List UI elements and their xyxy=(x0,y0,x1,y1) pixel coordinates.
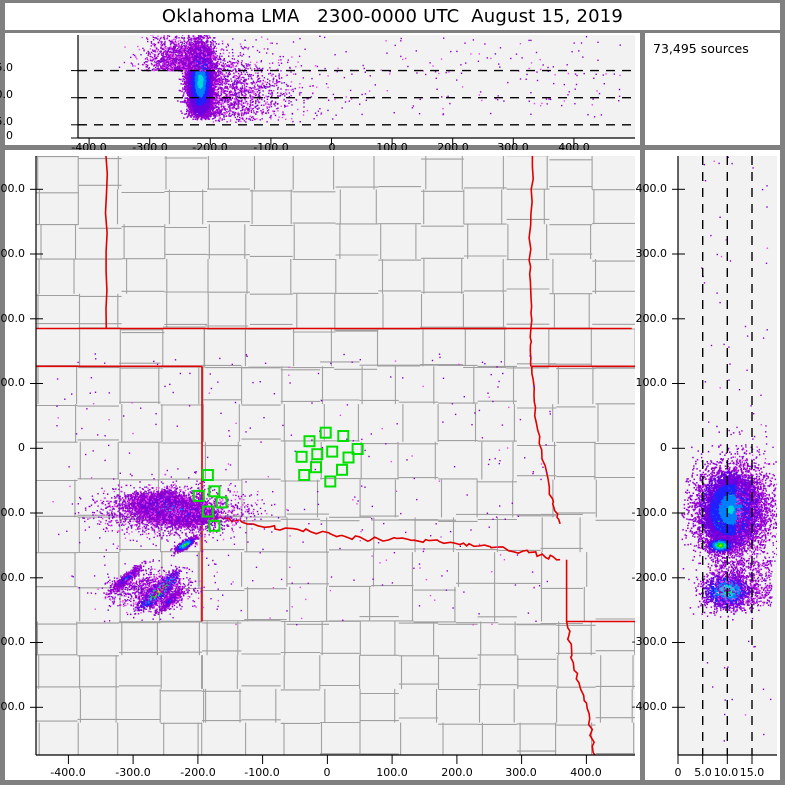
map-xtick--300: -300.0 xyxy=(103,766,163,779)
altitude-north-south-panel: 400.0 300.0 200.0 100.0 0 -100.0 -200.0 … xyxy=(632,150,780,780)
x-axis-ticks xyxy=(67,755,587,764)
horizontal-gridlines xyxy=(78,69,635,126)
top-xtick-0: 0 xyxy=(302,141,362,154)
lma-station-marker[interactable] xyxy=(336,463,348,476)
lma-station-marker[interactable] xyxy=(351,443,364,455)
right-ytick-300: 300.0 xyxy=(609,247,668,260)
map-ytick--100: -100.0 xyxy=(0,506,25,519)
lma-station-marker[interactable] xyxy=(298,469,311,481)
right-xtick-10: 10.0 xyxy=(710,766,742,779)
y-axis-ticks xyxy=(672,188,685,708)
map-ytick--300: -300.0 xyxy=(0,635,25,648)
lma-station-marker[interactable] xyxy=(215,496,228,509)
map-xtick--100: -100.0 xyxy=(232,766,292,779)
right-ytick-100: 100.0 xyxy=(609,376,668,389)
y-axis-ticks xyxy=(71,70,85,139)
map-xtick-0: 0 xyxy=(297,766,357,779)
plot-background xyxy=(678,156,777,755)
top-ytick-15: 15.0 xyxy=(0,61,13,74)
source-scatter xyxy=(681,156,777,742)
status-badge: 73,495 sources xyxy=(653,41,749,56)
right-ytick--200: -200.0 xyxy=(609,571,667,584)
lma-station-markers[interactable] xyxy=(192,426,364,532)
map-xtick--200: -200.0 xyxy=(168,766,228,779)
title-bar: Oklahoma LMA 2300-0000 UTC August 15, 20… xyxy=(5,3,780,30)
map-xtick-400: 400.0 xyxy=(556,766,616,779)
top-ytick-5: 5.0 xyxy=(0,115,13,128)
lma-station-marker[interactable] xyxy=(319,426,332,439)
map-ytick-300: 300.0 xyxy=(0,247,25,260)
source-scatter xyxy=(118,35,621,123)
right-xtick-0: 0 xyxy=(663,766,693,779)
map-ytick--400: -400.0 xyxy=(0,700,25,713)
map-background xyxy=(36,156,635,755)
lma-station-marker[interactable] xyxy=(324,475,337,488)
map-ytick-100: 100.0 xyxy=(0,376,25,389)
altitude-east-west-panel: 15.0 10.0 5.0 0 xyxy=(0,33,640,145)
right-ytick-400: 400.0 xyxy=(609,182,668,195)
plan-view-map-panel: 400.0 300.0 200.0 100.0 0 -100.0 -200.0 … xyxy=(0,150,640,780)
right-ytick--300: -300.0 xyxy=(609,635,667,648)
map-xtick-100: 100.0 xyxy=(362,766,422,779)
county-borders xyxy=(36,156,635,755)
right-ytick--100: -100.0 xyxy=(609,506,667,519)
page-title: Oklahoma LMA 2300-0000 UTC August 15, 20… xyxy=(162,6,623,27)
map-ytick-200: 200.0 xyxy=(0,312,25,325)
lma-station-marker[interactable] xyxy=(303,435,316,448)
map-ytick-0: 0 xyxy=(0,441,25,454)
right-ytick--400: -400.0 xyxy=(609,700,667,713)
top-ytick-0: 0 xyxy=(0,129,13,142)
map-ytick--200: -200.0 xyxy=(0,571,25,584)
vertical-gridlines xyxy=(702,156,753,755)
lma-station-marker[interactable] xyxy=(208,485,221,498)
right-ytick-200: 200.0 xyxy=(609,312,668,325)
top-ytick-10: 10.0 xyxy=(0,88,13,101)
x-axis-ticks xyxy=(88,138,575,145)
lma-station-marker[interactable] xyxy=(326,445,339,458)
right-xtick-5: 5.0 xyxy=(688,766,718,779)
lma-station-marker[interactable] xyxy=(337,430,350,442)
map-xtick--400: -400.0 xyxy=(38,766,98,779)
altitude-east-west-plot[interactable] xyxy=(5,33,640,145)
lma-station-marker[interactable] xyxy=(201,505,214,518)
lma-station-marker[interactable] xyxy=(192,489,205,502)
x-axis-ticks xyxy=(677,755,753,764)
lma-station-marker[interactable] xyxy=(311,448,324,461)
plan-view-map-plot[interactable] xyxy=(5,150,640,780)
map-ytick-400: 400.0 xyxy=(0,182,25,195)
y-axis-ticks xyxy=(30,188,43,708)
lma-station-marker[interactable] xyxy=(208,519,221,532)
lma-station-marker[interactable] xyxy=(295,450,308,463)
lma-station-marker[interactable] xyxy=(201,469,214,481)
state-borders xyxy=(36,156,635,755)
lma-station-marker[interactable] xyxy=(342,451,355,464)
right-ytick-0: 0 xyxy=(609,441,667,454)
source-scatter xyxy=(52,353,551,626)
map-xtick-300: 300.0 xyxy=(491,766,551,779)
altitude-north-south-plot[interactable] xyxy=(645,150,780,780)
sources-info-panel: 73,495 sources xyxy=(645,33,780,145)
right-xtick-15: 15.0 xyxy=(736,766,768,779)
map-xtick-200: 200.0 xyxy=(427,766,487,779)
lma-station-marker[interactable] xyxy=(310,461,322,474)
